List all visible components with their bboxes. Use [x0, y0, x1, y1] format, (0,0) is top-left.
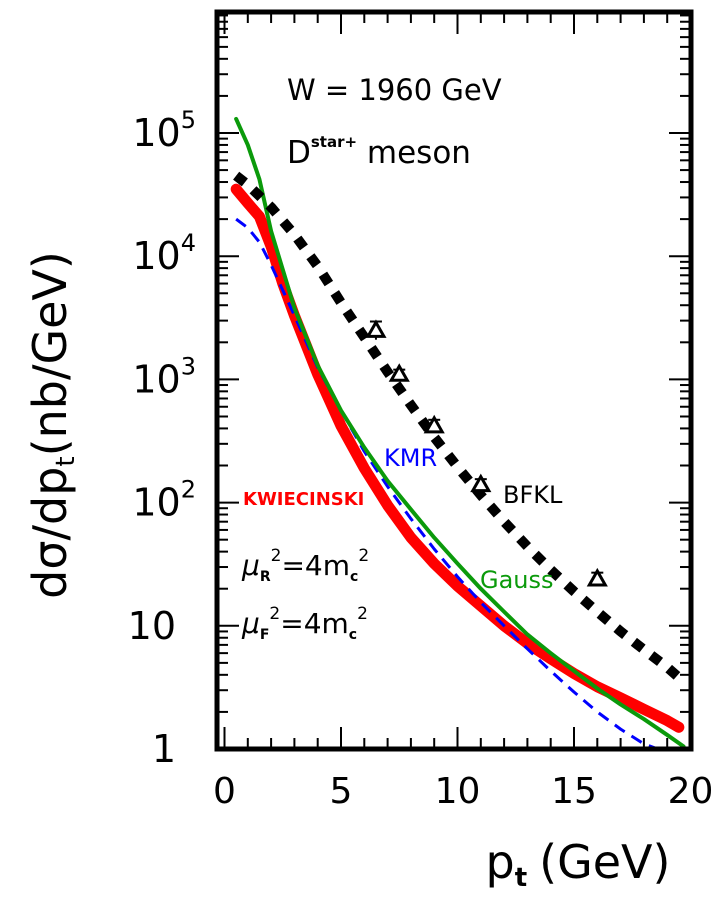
series-line-bfkl	[233, 171, 683, 682]
series-group	[230, 116, 686, 749]
x-tick-label: 5	[330, 771, 353, 812]
triangle-marker	[470, 473, 492, 493]
y-tick-label: 1	[152, 727, 176, 771]
mu-r-rhs-sq: 2	[358, 546, 369, 566]
y-tick-label: 105	[132, 106, 196, 155]
particle-annotation: Dstar+ meson	[287, 133, 471, 171]
mu-r-rhs-sub: c	[350, 569, 358, 585]
particle-sup: star+	[311, 133, 357, 151]
mu-f-rhs-sub: c	[349, 627, 357, 643]
y-tick-label: 104	[132, 229, 196, 278]
mu-r-annotation: μR2=4mc2	[241, 546, 369, 585]
y-axis-label-sub: t	[51, 456, 81, 466]
mu-r-sq: 2	[271, 546, 282, 566]
data-point	[423, 414, 445, 434]
x-tick-label: 10	[435, 771, 481, 812]
triangle-marker	[365, 319, 387, 338]
x-axis-label-sub: t	[515, 863, 527, 893]
mu-f-rhs-sq: 2	[357, 604, 368, 624]
x-axis-label: pt (GeV)	[486, 835, 671, 893]
x-tick-label: 15	[551, 771, 597, 812]
plot-frame	[214, 9, 694, 752]
particle-main: D	[287, 135, 311, 171]
series-label-bfkl: BFKL	[503, 481, 563, 509]
series-label-gauss: Gauss	[480, 566, 554, 594]
mu-r-rhs: =4m	[281, 549, 350, 582]
y-tick-label: 103	[132, 352, 196, 401]
data-point	[470, 473, 492, 493]
particle-suffix: meson	[357, 135, 471, 171]
mu-f-annotation: μF2=4mc2	[241, 604, 368, 643]
series-label-kmr: KMR	[384, 444, 437, 472]
mu-f-sub: F	[260, 627, 270, 643]
y-tick-label: 102	[132, 476, 196, 525]
y-axis-label-main: dσ/dp	[23, 467, 77, 599]
x-axis-label-main: p	[486, 835, 515, 889]
data-points-group	[365, 319, 608, 587]
series-line-kmr	[235, 217, 659, 749]
triangle-marker	[388, 363, 410, 382]
y-axis-label: dσ/dpt(nb/GeV)	[23, 251, 81, 599]
energy-annotation: W = 1960 GeV	[287, 73, 502, 107]
series-label-kwiecinski: KWIECINSKI	[243, 489, 364, 510]
x-axis-label-unit: (GeV)	[539, 835, 670, 889]
data-point	[586, 567, 608, 587]
mu-f-symbol: μ	[241, 607, 260, 640]
x-tick-label: 20	[668, 771, 714, 812]
y-tick-label: 10	[128, 604, 176, 648]
data-point	[388, 363, 410, 382]
data-point	[365, 319, 387, 340]
mu-f-rhs: =4m	[280, 607, 349, 640]
axis-ticks: 0 5 10 15 20 1 10 102 103 104 105	[128, 12, 714, 812]
y-axis-label-unit: (nb/GeV)	[23, 251, 77, 456]
x-tick-label: 0	[213, 771, 236, 812]
series-line-kwiecinski	[230, 183, 685, 733]
mu-r-sub: R	[260, 569, 271, 585]
mu-f-sq: 2	[269, 604, 280, 624]
series-line-gauss	[234, 116, 686, 749]
mu-r-symbol: μ	[241, 549, 260, 582]
triangle-marker	[586, 567, 608, 587]
triangle-marker	[423, 414, 445, 434]
